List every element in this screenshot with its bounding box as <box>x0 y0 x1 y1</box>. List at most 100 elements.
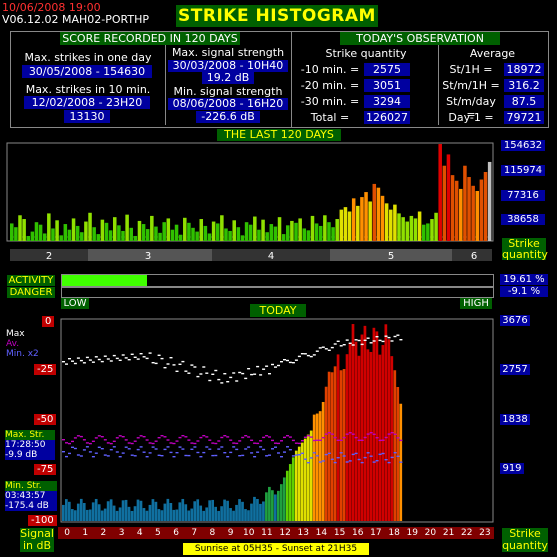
today-bar <box>366 349 370 521</box>
signal-dot <box>277 364 280 367</box>
last120-bar <box>364 192 368 241</box>
signal-dot <box>288 361 292 364</box>
signal-dot <box>85 442 89 444</box>
today-bar <box>387 339 391 521</box>
signal-dot <box>324 348 328 350</box>
last120-bar <box>294 222 298 241</box>
signal-dot <box>94 437 98 439</box>
today-bar <box>109 499 113 521</box>
max-str-time: 17:28:50 <box>5 440 55 450</box>
signal-dot <box>396 334 400 336</box>
signal-dot <box>384 459 388 461</box>
today-bar <box>330 372 334 521</box>
signal-dot <box>342 344 346 346</box>
today-bar <box>208 500 212 521</box>
signal-dot <box>148 452 152 454</box>
signal-dot <box>381 340 385 343</box>
today-bar <box>345 354 349 521</box>
last120-bar <box>104 222 109 241</box>
today-bar <box>181 498 185 521</box>
last120-bar <box>450 175 455 241</box>
last120-bar <box>145 229 150 241</box>
min-str-label: Min. Str. <box>5 481 57 491</box>
signal-dot <box>226 456 230 458</box>
today-bar <box>142 508 146 521</box>
today-bar <box>348 342 352 521</box>
signal-dot <box>136 448 140 451</box>
signal-dot <box>157 454 161 456</box>
signal-dot <box>315 439 319 441</box>
signal-dot <box>238 455 242 457</box>
today-row-label: -20 min. = <box>300 79 360 92</box>
signal-dot <box>381 452 385 455</box>
today-bar <box>282 477 286 521</box>
signal-dot <box>112 354 116 357</box>
today-bar <box>91 502 95 521</box>
last120-bar <box>18 215 22 241</box>
today-bar <box>279 484 283 521</box>
last120-bar <box>211 221 216 241</box>
signal-dot <box>148 442 152 444</box>
signal-dot <box>235 380 239 382</box>
signal-dot <box>124 439 128 441</box>
last120-bar <box>380 195 385 241</box>
month-band <box>212 249 330 261</box>
signal-dot <box>62 439 65 441</box>
signal-dot <box>62 361 65 363</box>
last120-bar <box>158 232 162 241</box>
last120-bar <box>417 211 422 241</box>
danger-value: -9.1 % <box>500 286 548 297</box>
today-bar <box>244 509 247 521</box>
last120-bar <box>318 225 323 241</box>
last120-bar <box>459 188 463 241</box>
month-label: 2 <box>46 251 52 262</box>
activity-bar-track <box>61 274 494 287</box>
signal-dot <box>226 436 230 438</box>
right-tick-919: 919 <box>500 463 524 474</box>
signal-dot <box>154 362 158 365</box>
last120-bar <box>273 226 278 241</box>
signal-dot <box>202 451 206 454</box>
signal-dot <box>184 436 188 438</box>
today-bar <box>360 334 364 521</box>
version-label: V06.12.02 MAH02-PORTHP <box>2 13 150 26</box>
signal-dot <box>73 437 77 439</box>
signal-dot <box>106 455 110 457</box>
last120-bar <box>389 209 393 241</box>
signal-dot <box>312 354 316 356</box>
signal-dot <box>238 440 242 442</box>
last120-bar <box>125 214 129 241</box>
today-bar <box>357 355 361 521</box>
signal-dot <box>250 452 254 454</box>
last120-bar <box>133 235 138 241</box>
last120-bar <box>166 218 171 241</box>
today-bar <box>88 509 92 521</box>
signal-dot <box>321 346 325 348</box>
last120-bar <box>401 217 405 241</box>
signal-dot <box>268 436 271 438</box>
today-bar <box>303 438 307 521</box>
signal-dot <box>327 349 331 351</box>
signal-dot <box>280 361 283 363</box>
today-bar <box>127 506 131 521</box>
month-label: 6 <box>471 251 477 262</box>
signal-dot <box>142 356 146 358</box>
signal-dot <box>324 433 328 435</box>
last120-bar <box>47 213 51 241</box>
max-str-label: Max. Str. <box>5 430 55 440</box>
signal-dot <box>387 433 391 435</box>
signal-dot <box>196 375 200 378</box>
today-bar <box>333 366 337 521</box>
signal-dot <box>300 353 304 355</box>
signal-dot <box>118 359 122 361</box>
today-bar <box>235 504 238 521</box>
activity-bar-fill <box>62 275 147 286</box>
today-bar <box>121 500 125 521</box>
signal-dot <box>79 455 83 457</box>
signal-dot <box>169 442 173 444</box>
signal-dot <box>145 439 149 441</box>
hour-label: 16 <box>352 528 364 538</box>
signal-dot <box>124 357 128 359</box>
min-signal-value: -226.6 dB <box>196 111 260 123</box>
today-bar <box>339 370 343 521</box>
